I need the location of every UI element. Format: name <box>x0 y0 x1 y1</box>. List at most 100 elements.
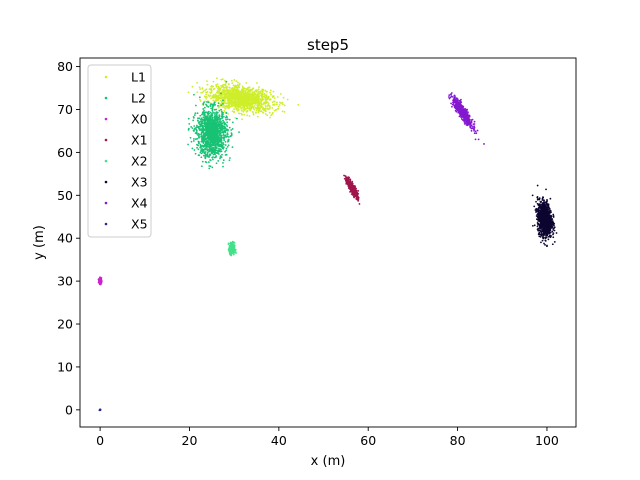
data-point <box>538 207 541 209</box>
data-point <box>212 139 215 142</box>
data-point <box>227 106 229 108</box>
data-point <box>227 138 230 141</box>
data-point <box>200 120 202 123</box>
data-point <box>536 225 539 228</box>
data-point <box>261 89 264 92</box>
data-point <box>204 117 207 119</box>
data-point <box>214 131 216 134</box>
data-point <box>205 161 208 164</box>
data-point <box>347 187 350 190</box>
data-point <box>541 220 544 223</box>
data-point <box>190 140 193 143</box>
data-point <box>231 128 234 130</box>
data-point <box>353 185 356 188</box>
data-point <box>211 109 214 112</box>
data-point <box>264 108 267 111</box>
data-point <box>254 99 257 102</box>
data-point <box>208 146 211 149</box>
data-point <box>211 112 213 115</box>
data-point <box>470 129 473 132</box>
data-point <box>215 85 218 88</box>
data-point <box>235 96 237 99</box>
data-point <box>549 216 552 219</box>
data-point <box>207 143 209 146</box>
data-point <box>263 108 266 110</box>
data-point <box>281 110 284 113</box>
data-point <box>220 78 223 81</box>
data-point <box>236 117 238 120</box>
data-point <box>192 119 195 122</box>
data-point <box>217 102 220 105</box>
data-point <box>462 105 464 108</box>
data-point <box>257 104 259 107</box>
data-point <box>260 94 262 97</box>
data-point <box>223 127 225 130</box>
data-point <box>210 148 213 151</box>
data-point <box>247 96 250 99</box>
data-point <box>202 108 205 110</box>
data-point <box>256 82 258 84</box>
data-point <box>226 98 229 101</box>
data-point <box>215 123 218 126</box>
data-point <box>243 87 245 89</box>
data-point <box>220 108 223 111</box>
data-point <box>198 127 201 130</box>
data-point <box>225 149 227 152</box>
data-point <box>460 118 463 120</box>
data-point <box>218 121 221 124</box>
data-point <box>540 232 543 235</box>
data-point <box>230 79 233 82</box>
data-point <box>217 116 220 119</box>
data-point <box>223 90 226 93</box>
data-point <box>226 133 229 136</box>
data-point <box>262 103 265 105</box>
data-point <box>261 97 264 99</box>
data-point <box>206 119 209 122</box>
data-point <box>222 165 224 168</box>
data-point <box>219 130 222 133</box>
data-point <box>246 110 248 113</box>
data-point <box>473 120 476 123</box>
data-point <box>212 144 215 147</box>
data-point <box>275 108 277 111</box>
data-point <box>200 122 203 125</box>
data-point <box>225 112 228 114</box>
data-point <box>231 146 234 149</box>
data-point <box>543 200 545 203</box>
data-point <box>188 122 191 125</box>
data-point <box>203 148 206 151</box>
data-point <box>215 96 218 99</box>
data-point <box>205 93 207 96</box>
data-point <box>257 90 260 93</box>
data-point <box>211 95 214 98</box>
data-point <box>253 102 256 105</box>
data-point <box>198 123 201 125</box>
data-point <box>204 89 207 92</box>
data-point <box>448 97 451 100</box>
data-point <box>214 151 217 154</box>
data-point <box>225 118 228 121</box>
data-point <box>203 119 206 122</box>
data-point <box>221 122 224 125</box>
data-point <box>203 109 205 112</box>
data-point <box>194 152 197 155</box>
series-l2-points <box>187 80 240 170</box>
data-point <box>207 155 209 157</box>
data-point <box>195 126 198 129</box>
data-point <box>196 119 199 122</box>
data-point <box>273 100 275 103</box>
data-point <box>243 113 246 116</box>
data-point <box>209 103 212 106</box>
data-point <box>477 138 480 141</box>
data-point <box>219 94 222 97</box>
data-point <box>221 89 224 91</box>
data-point <box>258 95 261 98</box>
data-point <box>549 223 552 226</box>
data-point <box>220 142 223 144</box>
data-point <box>222 99 224 102</box>
data-point <box>231 121 234 124</box>
series-l1-points <box>187 77 300 121</box>
data-point <box>236 98 239 101</box>
data-point <box>194 104 197 107</box>
data-point <box>217 94 220 97</box>
